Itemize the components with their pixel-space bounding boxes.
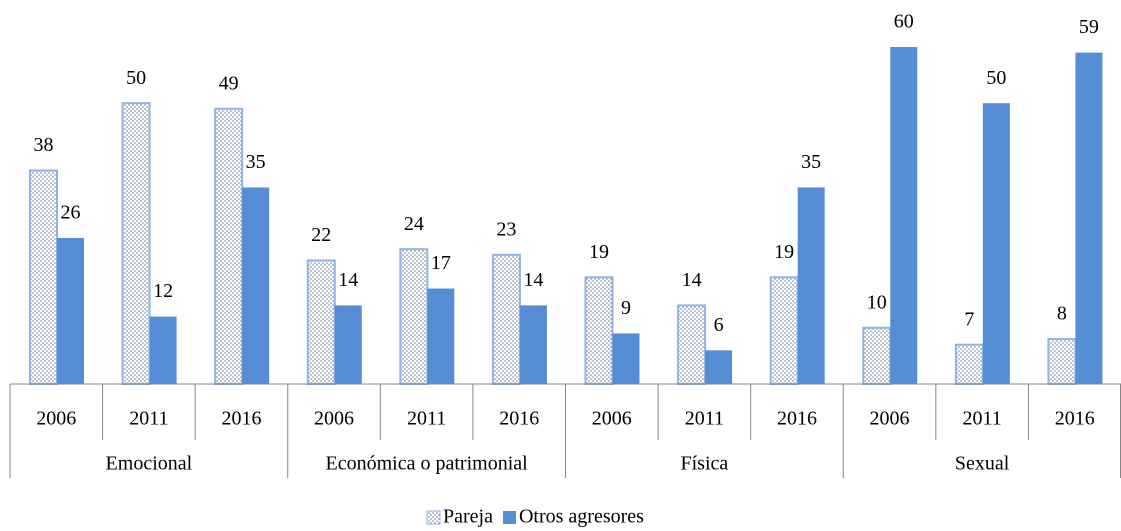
- data-label: 49: [219, 72, 239, 94]
- bar: [982, 103, 1010, 385]
- data-label: 26: [61, 202, 81, 224]
- data-label: 23: [496, 218, 516, 240]
- legend-swatch: [426, 510, 441, 525]
- data-label: 38: [34, 134, 54, 156]
- data-label: 6: [714, 314, 724, 336]
- bar: [519, 305, 547, 384]
- bar: [954, 343, 984, 385]
- bar: [57, 237, 84, 384]
- bar: [769, 276, 799, 385]
- bar: [862, 326, 892, 386]
- data-label: 35: [801, 151, 821, 173]
- bar: [890, 47, 918, 384]
- bar: [584, 276, 614, 385]
- bar: [427, 288, 455, 384]
- data-label: 17: [431, 252, 451, 274]
- x-tick-label: 2006: [314, 408, 354, 430]
- x-tick-label: 2016: [777, 408, 817, 430]
- data-label: 9: [621, 297, 631, 319]
- x-tick-label: 2011: [685, 408, 724, 430]
- data-label: 14: [523, 269, 543, 291]
- data-label: 8: [1057, 303, 1067, 325]
- x-tick-label: 2006: [592, 408, 632, 430]
- group-label: Económica o patrimonial: [326, 453, 529, 475]
- bar: [612, 333, 640, 384]
- bar: [149, 316, 177, 384]
- bar: [214, 107, 244, 386]
- data-label: 60: [894, 11, 914, 33]
- bar: [121, 102, 151, 386]
- data-label: 24: [404, 213, 424, 235]
- bar: [705, 350, 733, 384]
- data-label: 14: [338, 269, 358, 291]
- x-tick-label: 2006: [36, 408, 76, 430]
- data-label: 59: [1079, 16, 1099, 38]
- data-label: 35: [246, 151, 266, 173]
- bar: [1047, 338, 1077, 386]
- data-label: 19: [774, 241, 794, 263]
- data-label: 14: [682, 269, 702, 291]
- bar: [242, 187, 270, 384]
- x-tick-label: 2006: [870, 408, 910, 430]
- bar: [334, 305, 362, 384]
- x-tick-label: 2016: [1055, 408, 1095, 430]
- bar: [399, 248, 429, 385]
- x-tick-label: 2016: [499, 408, 539, 430]
- data-label: 22: [311, 224, 331, 246]
- bar: [491, 253, 521, 385]
- x-tick-label: 2016: [221, 408, 261, 430]
- x-tick-label: 2011: [962, 408, 1001, 430]
- data-label: 50: [986, 67, 1006, 89]
- legend-label: Otros agresores: [519, 506, 644, 528]
- x-tick-label: 2011: [407, 408, 446, 430]
- group-label: Sexual: [955, 453, 1010, 475]
- bar: [29, 169, 58, 385]
- legend-swatch: [502, 511, 516, 524]
- bar: [306, 259, 336, 385]
- x-tick-label: 2011: [129, 408, 168, 430]
- group-label: Física: [680, 453, 728, 475]
- data-label: 50: [126, 67, 146, 89]
- bar: [677, 304, 707, 385]
- data-label: 10: [867, 291, 887, 313]
- data-label: 12: [153, 280, 173, 302]
- bar: [797, 187, 825, 384]
- bar: [1075, 52, 1103, 384]
- legend-label: Pareja: [443, 506, 493, 528]
- group-label: Emocional: [106, 453, 193, 475]
- data-label: 7: [964, 308, 974, 330]
- data-label: 19: [589, 241, 609, 263]
